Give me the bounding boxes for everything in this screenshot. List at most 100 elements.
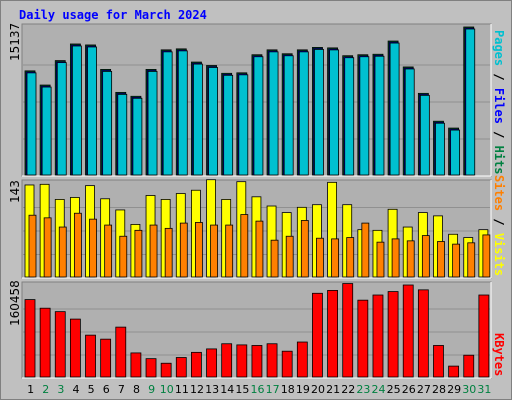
bar-kbytes-day-9: [145, 358, 157, 378]
day-label-25: 25: [387, 383, 401, 396]
bar-kbytes-day-28: [433, 345, 444, 378]
bar-kbytes-day-18: [281, 350, 293, 378]
day-label-29: 29: [447, 383, 461, 396]
legend-entry: Files: [492, 87, 506, 124]
day-label-27: 27: [417, 383, 431, 396]
day-label-31: 31: [477, 383, 491, 396]
day-label-15: 15: [235, 383, 249, 396]
bar-sites-day-29: [452, 243, 461, 278]
legend-entry: /: [492, 211, 506, 233]
bar-kbytes-day-5: [85, 334, 96, 378]
bar-sites-day-25: [391, 238, 400, 278]
bar-sites-day-19: [300, 220, 309, 278]
bar-kbytes-day-27: [417, 289, 429, 378]
bar-kbytes-day-14: [221, 343, 233, 378]
bar-sites-day-28: [437, 241, 445, 278]
bar-kbytes-day-31: [478, 294, 490, 378]
bar-kbytes-day-15: [236, 344, 248, 378]
bar-kbytes-day-16: [251, 345, 263, 378]
bar-pages-day-14: [223, 74, 234, 176]
day-label-20: 20: [311, 383, 325, 396]
day-label-21: 21: [326, 383, 340, 396]
day-label-23: 23: [356, 383, 370, 396]
bar-kbytes-day-22: [342, 283, 354, 378]
day-label-3: 3: [57, 383, 64, 396]
legend-entry: /: [492, 66, 506, 88]
bar-kbytes-day-8: [130, 352, 142, 378]
bar-pages-day-16: [253, 56, 264, 176]
bar-pages-day-21: [329, 49, 339, 176]
day-label-13: 13: [205, 383, 219, 396]
day-label-24: 24: [372, 383, 386, 396]
bar-sites-day-4: [73, 212, 82, 278]
bar-pages-day-3: [56, 62, 67, 176]
bar-kbytes-day-21: [327, 290, 338, 378]
bar-pages-day-26: [404, 68, 415, 176]
bar-pages-day-19: [298, 51, 309, 176]
bar-pages-day-15: [238, 74, 249, 176]
bar-pages-day-28: [435, 122, 445, 176]
day-label-11: 11: [175, 383, 189, 396]
bar-pages-day-25: [389, 42, 400, 176]
bar-pages-day-24: [374, 55, 385, 176]
day-label-30: 30: [462, 383, 476, 396]
bar-kbytes-day-26: [402, 284, 414, 378]
day-label-9: 9: [148, 383, 155, 396]
y-max-label-hits: 15137: [8, 22, 22, 61]
bar-kbytes-day-19: [296, 341, 308, 378]
bar-sites-day-21: [331, 238, 339, 278]
bar-sites-day-23: [361, 222, 370, 278]
bar-sites-day-16: [255, 220, 264, 278]
bar-pages-day-30: [465, 28, 476, 176]
y-max-label-kbytes: 160458: [8, 280, 22, 326]
bar-kbytes-day-17: [266, 343, 278, 378]
bar-sites-day-7: [119, 235, 128, 278]
day-label-17: 17: [266, 383, 280, 396]
bar-sites-day-20: [316, 237, 324, 278]
day-label-6: 6: [103, 383, 110, 396]
bar-sites-day-22: [346, 237, 355, 278]
y-max-label-visits: 143: [8, 180, 22, 203]
bar-kbytes-day-23: [357, 299, 369, 378]
day-label-2: 2: [42, 383, 49, 396]
bar-kbytes-day-12: [191, 351, 202, 378]
bar-sites-day-8: [134, 229, 143, 278]
bar-pages-day-10: [162, 51, 173, 176]
bar-sites-day-14: [225, 224, 234, 278]
day-label-4: 4: [72, 383, 79, 396]
day-label-18: 18: [281, 383, 295, 396]
bar-pages-day-17: [268, 51, 279, 176]
day-label-19: 19: [296, 383, 310, 396]
bar-pages-day-23: [359, 56, 370, 176]
legend-visits: Sites / Visits: [492, 175, 506, 276]
bar-sites-day-1: [28, 214, 37, 278]
bar-kbytes-day-6: [100, 338, 112, 378]
bar-kbytes-day-11: [175, 357, 187, 378]
day-label-5: 5: [88, 383, 95, 396]
bar-sites-day-3: [58, 226, 67, 278]
bar-pages-day-5: [87, 46, 97, 176]
bar-pages-day-9: [147, 71, 158, 176]
bar-sites-day-11: [179, 222, 188, 278]
bar-kbytes-day-20: [312, 292, 323, 378]
bar-pages-day-12: [193, 63, 203, 176]
bar-kbytes-day-1: [24, 299, 36, 378]
day-label-28: 28: [432, 383, 446, 396]
chart-title: Daily usage for March 2024: [19, 8, 207, 22]
bar-pages-day-13: [208, 67, 218, 176]
bar-kbytes-day-2: [39, 307, 51, 378]
legend-entry: Visits: [492, 233, 506, 277]
bar-pages-day-2: [41, 86, 52, 176]
bar-sites-day-15: [240, 214, 249, 278]
bar-sites-day-12: [195, 222, 203, 278]
day-label-8: 8: [133, 383, 140, 396]
day-label-7: 7: [118, 383, 125, 396]
bar-sites-day-13: [210, 224, 218, 278]
bar-kbytes-day-24: [372, 294, 384, 378]
bar-sites-day-6: [104, 224, 113, 278]
bar-sites-day-17: [270, 239, 279, 278]
bar-pages-day-7: [117, 93, 128, 176]
legend-entry: KBytes: [492, 332, 506, 377]
bar-pages-day-11: [177, 50, 188, 176]
